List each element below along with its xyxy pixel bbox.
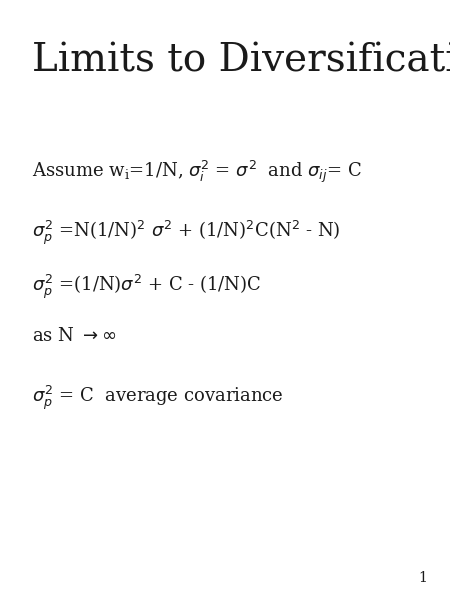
Text: as N $\rightarrow\infty$: as N $\rightarrow\infty$	[32, 327, 116, 345]
Text: Assume $\mathregular{w_i}$=1/N, $\sigma_i^2$ = $\sigma^2$  and $\sigma_{ij}$= C: Assume $\mathregular{w_i}$=1/N, $\sigma_…	[32, 159, 361, 185]
Text: Limits to Diversification: Limits to Diversification	[32, 42, 450, 79]
Text: $\sigma_p^2$ =(1/N)$\sigma^2$ + C - (1/N)C: $\sigma_p^2$ =(1/N)$\sigma^2$ + C - (1/N…	[32, 273, 261, 301]
Text: $\sigma_p^2$ = C  average covariance: $\sigma_p^2$ = C average covariance	[32, 384, 283, 412]
Text: $\sigma_p^2$ =N(1/N)$^2$ $\sigma^2$ + (1/N)$^2$C(N$^2$ - N): $\sigma_p^2$ =N(1/N)$^2$ $\sigma^2$ + (1…	[32, 219, 340, 247]
Text: 1: 1	[418, 571, 427, 585]
